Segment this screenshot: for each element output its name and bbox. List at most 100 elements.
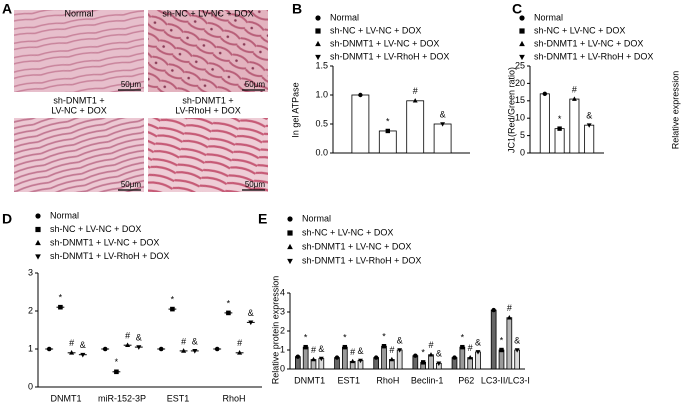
bar-point [389, 356, 395, 362]
legend-label: sh-NC + LV-NC + DOX [302, 227, 393, 237]
legend-marker [315, 15, 321, 21]
legend-label: sh-DNMT1 + LV-RhoH + DOX [50, 251, 169, 261]
panel-label: A [2, 1, 12, 17]
bar-point [385, 128, 390, 134]
legend-label: sh-DNMT1 + LV-NC + DOX [302, 241, 411, 251]
annotation: # [181, 336, 186, 346]
bar-point [475, 350, 481, 355]
bar-point [557, 126, 562, 131]
bar-point [358, 358, 363, 364]
x-tick-label: DNMT1 [294, 375, 325, 385]
x-tick-label: EST1 [167, 393, 190, 403]
scale-label: 50μm [121, 180, 142, 189]
y-tick-label: 10 [515, 113, 525, 123]
bar-point [295, 354, 301, 359]
bar-point [381, 344, 387, 349]
panel-label: E [258, 211, 267, 227]
x-tick-label: miR-152-3P [98, 393, 146, 403]
histology-image [14, 10, 144, 92]
y-tick-label: 0 [280, 363, 285, 373]
bar-point [428, 352, 434, 357]
bar-point [318, 356, 324, 362]
annotation: & [248, 308, 254, 318]
bar-point [586, 123, 592, 128]
bar [498, 349, 505, 370]
annotation: # [507, 303, 512, 313]
legend-marker [315, 28, 321, 34]
y-tick-label: 0.5 [315, 118, 328, 128]
annotation: & [318, 344, 324, 354]
legend-label: sh-DNMT1 + LV-NC + DOX [330, 38, 439, 48]
bar-point [436, 361, 442, 366]
annotation: & [475, 337, 481, 347]
y-tick-label: 20 [515, 78, 525, 88]
bar-point [358, 92, 363, 98]
bar [342, 346, 348, 370]
bar-point [413, 353, 418, 358]
x-tick-label: RhoH [376, 375, 399, 385]
annotation: # [413, 86, 418, 96]
annotation: & [586, 111, 592, 121]
legend-marker [519, 40, 525, 47]
bar-point [342, 344, 348, 350]
annotation: # [311, 345, 316, 355]
y-tick-label: 5 [520, 130, 525, 140]
histology-image [14, 118, 144, 192]
scale-label: 50μm [245, 180, 266, 189]
y-tick-label: 15 [515, 95, 525, 105]
bar-point [499, 347, 504, 353]
legend-marker [519, 28, 525, 34]
annotation: & [136, 332, 142, 342]
annotation: & [80, 340, 86, 350]
y-axis-label: JC1(Red/Green ratio) [506, 67, 516, 153]
x-tick-label: LC3-II/LC3-I [481, 375, 530, 385]
legend-label: sh-DNMT1 + LV-RhoH + DOX [534, 51, 653, 61]
image-label: sh-NC + LV-NC + DOX [162, 8, 253, 18]
legend-marker [287, 230, 293, 236]
panel-label: C [512, 1, 522, 17]
bar-point [467, 354, 473, 360]
scale-label: 50μm [245, 80, 266, 89]
legend-label: Normal [330, 12, 359, 22]
legend-marker [519, 54, 525, 61]
bar-point [440, 122, 446, 127]
image-label: sh-DNMT1 + [53, 95, 104, 105]
annotation: # [69, 338, 74, 348]
legend-marker [315, 40, 321, 47]
annotation: * [461, 333, 465, 343]
y-axis-label: Relative protein expression [270, 276, 280, 385]
bar-point [311, 356, 316, 362]
annotation: & [397, 335, 403, 345]
panel-label: D [2, 211, 12, 227]
panel-label: B [292, 1, 302, 17]
legend-marker [315, 54, 321, 61]
annotation: * [500, 335, 504, 345]
bar-point [491, 307, 496, 313]
annotation: # [237, 338, 242, 348]
annotation: & [357, 346, 363, 356]
bar-point [452, 355, 457, 360]
scale-label: 50μm [121, 80, 142, 89]
y-axis-label: Relative expression [670, 71, 680, 150]
annotation: # [428, 340, 433, 350]
y-tick-label: 0 [520, 147, 525, 157]
x-tick-label: Beclin-1 [411, 375, 444, 385]
y-tick-label: 1.5 [315, 60, 328, 70]
annotation: * [171, 294, 175, 304]
bar [396, 349, 403, 370]
y-tick-label: 0 [28, 381, 33, 391]
bar [539, 93, 550, 154]
x-tick-label: P62 [458, 375, 474, 385]
bar-point [412, 98, 418, 103]
legend-marker [35, 213, 41, 219]
y-tick-label: 4 [280, 287, 285, 297]
bar-point [542, 91, 547, 97]
legend-marker [35, 254, 41, 260]
bar [433, 123, 452, 154]
y-tick-label: 1.0 [315, 89, 328, 99]
bar-point [350, 358, 356, 364]
bar [506, 317, 513, 370]
legend-marker [35, 239, 41, 246]
bar-point [334, 355, 340, 360]
bar-point [460, 344, 465, 350]
